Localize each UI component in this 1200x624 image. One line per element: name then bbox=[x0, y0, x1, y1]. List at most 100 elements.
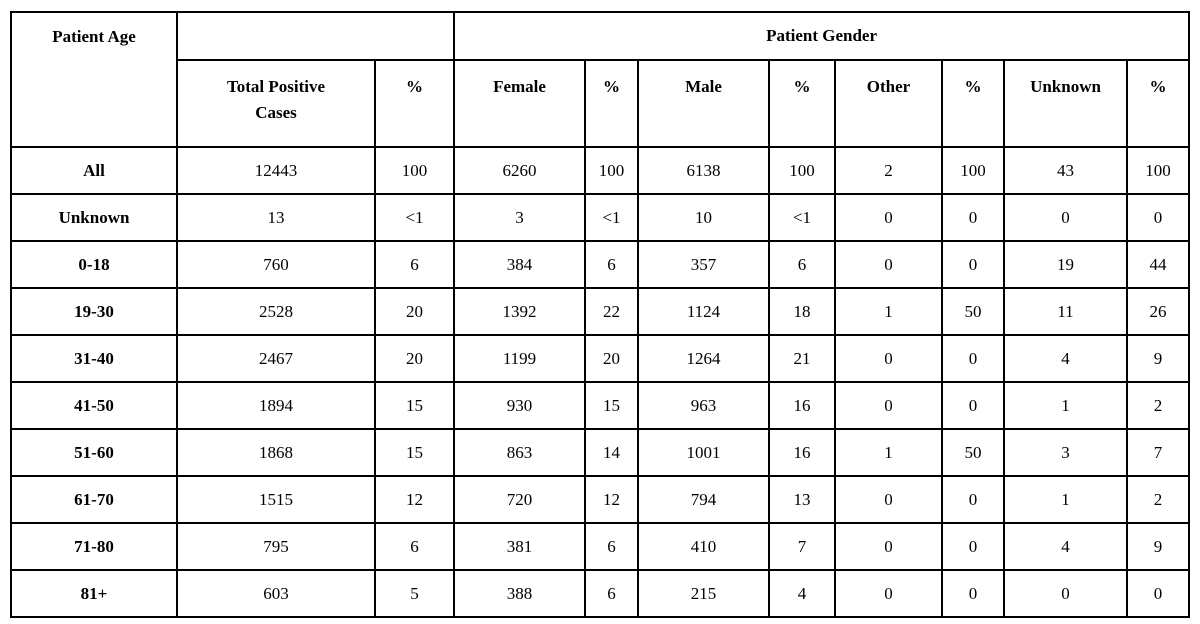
data-cell: 15 bbox=[584, 381, 639, 430]
data-cell: 1 bbox=[834, 287, 943, 336]
data-cell: 6 bbox=[584, 240, 639, 289]
row-header-age: 81+ bbox=[10, 569, 178, 618]
data-cell: 13 bbox=[176, 193, 376, 242]
row-header-age: 41-50 bbox=[10, 381, 178, 430]
data-cell: 100 bbox=[584, 146, 639, 195]
table-row: 81+ 603 5 388 6 215 4 0 0 0 0 bbox=[10, 569, 1191, 618]
data-cell: 50 bbox=[941, 287, 1005, 336]
data-cell: 0 bbox=[941, 569, 1005, 618]
data-cell: 50 bbox=[941, 428, 1005, 477]
data-cell: 0 bbox=[834, 193, 943, 242]
table-row: 71-80 795 6 381 6 410 7 0 0 4 9 bbox=[10, 522, 1191, 571]
col-header-other: Other bbox=[834, 59, 943, 148]
table-row: 0-18 760 6 384 6 357 6 0 0 19 44 bbox=[10, 240, 1191, 289]
data-cell: 12 bbox=[374, 475, 455, 524]
data-cell: 0 bbox=[941, 381, 1005, 430]
data-cell: 20 bbox=[374, 287, 455, 336]
data-cell: 19 bbox=[1003, 240, 1128, 289]
data-cell: 0 bbox=[834, 522, 943, 571]
row-header-age: 71-80 bbox=[10, 522, 178, 571]
data-cell: 0 bbox=[941, 334, 1005, 383]
row-header-age: Unknown bbox=[10, 193, 178, 242]
data-cell: 16 bbox=[768, 428, 836, 477]
data-cell: 930 bbox=[453, 381, 586, 430]
col-header-total-positive-cases-label: Total Positive Cases bbox=[226, 77, 326, 122]
data-cell: 1515 bbox=[176, 475, 376, 524]
data-cell: 100 bbox=[1125, 146, 1191, 195]
data-cell: 0 bbox=[1125, 569, 1191, 618]
data-cell: 6138 bbox=[637, 146, 770, 195]
data-cell: 6260 bbox=[453, 146, 586, 195]
data-cell: 1124 bbox=[637, 287, 770, 336]
data-cell: 6 bbox=[374, 522, 455, 571]
header-row-groups: Patient Age Patient Gender bbox=[10, 11, 1191, 148]
data-cell: 100 bbox=[768, 146, 836, 195]
data-cell: 1 bbox=[834, 428, 943, 477]
data-cell: 1392 bbox=[453, 287, 586, 336]
data-cell: 15 bbox=[374, 381, 455, 430]
data-cell: 11 bbox=[1003, 287, 1128, 336]
data-cell: 963 bbox=[637, 381, 770, 430]
data-cell: 0 bbox=[941, 475, 1005, 524]
table-row: 41-50 1894 15 930 15 963 16 0 0 1 2 bbox=[10, 381, 1191, 430]
row-header-age: 31-40 bbox=[10, 334, 178, 383]
data-cell: 2467 bbox=[176, 334, 376, 383]
data-cell: 863 bbox=[453, 428, 586, 477]
data-cell: 1868 bbox=[176, 428, 376, 477]
col-header-unknown-pct: % bbox=[1125, 59, 1191, 148]
data-cell: 12443 bbox=[176, 146, 376, 195]
data-cell: 4 bbox=[768, 569, 836, 618]
data-cell: 0 bbox=[834, 381, 943, 430]
data-cell: 100 bbox=[374, 146, 455, 195]
data-cell: 2 bbox=[1125, 475, 1191, 524]
data-cell: 7 bbox=[1125, 428, 1191, 477]
data-cell: 794 bbox=[637, 475, 770, 524]
data-cell: 12 bbox=[584, 475, 639, 524]
data-cell: 1894 bbox=[176, 381, 376, 430]
data-cell: 0 bbox=[834, 334, 943, 383]
data-cell: 760 bbox=[176, 240, 376, 289]
data-cell: 2 bbox=[1125, 381, 1191, 430]
data-cell: 16 bbox=[768, 381, 836, 430]
data-cell: 2528 bbox=[176, 287, 376, 336]
data-cell: 0 bbox=[834, 240, 943, 289]
data-cell: 0 bbox=[941, 193, 1005, 242]
data-cell: 720 bbox=[453, 475, 586, 524]
data-cell: 1264 bbox=[637, 334, 770, 383]
col-header-female-pct: % bbox=[584, 59, 639, 148]
data-cell: 1 bbox=[1003, 381, 1128, 430]
data-cell: 14 bbox=[584, 428, 639, 477]
data-cell: 3 bbox=[453, 193, 586, 242]
data-cell: 603 bbox=[176, 569, 376, 618]
data-cell: 10 bbox=[637, 193, 770, 242]
data-cell: 26 bbox=[1125, 287, 1191, 336]
data-cell: 215 bbox=[637, 569, 770, 618]
col-header-patient-gender: Patient Gender bbox=[452, 11, 1191, 61]
data-cell: 20 bbox=[584, 334, 639, 383]
table-body: All 12443 100 6260 100 6138 100 2 100 43 100 Unknow… bbox=[10, 146, 1191, 618]
data-cell: 1001 bbox=[637, 428, 770, 477]
data-cell: 3 bbox=[1003, 428, 1128, 477]
table-row: 31-40 2467 20 1199 20 1264 21 0 0 4 9 bbox=[10, 334, 1191, 383]
data-cell: 0 bbox=[834, 569, 943, 618]
data-cell: <1 bbox=[584, 193, 639, 242]
data-cell: 0 bbox=[1003, 569, 1128, 618]
row-header-age: All bbox=[10, 146, 178, 195]
col-header-total-pct: % bbox=[374, 59, 455, 148]
col-header-female: Female bbox=[453, 59, 586, 148]
data-cell: 0 bbox=[941, 240, 1005, 289]
data-cell: 4 bbox=[1003, 334, 1128, 383]
data-cell: 2 bbox=[834, 146, 943, 195]
data-cell: 0 bbox=[1003, 193, 1128, 242]
table-row: 19-30 2528 20 1392 22 1124 18 1 50 11 26 bbox=[10, 287, 1191, 336]
col-header-total-positive-cases: Total Positive Cases bbox=[176, 59, 376, 148]
data-cell: 43 bbox=[1003, 146, 1128, 195]
data-cell: 9 bbox=[1125, 522, 1191, 571]
data-cell: 357 bbox=[637, 240, 770, 289]
data-cell: <1 bbox=[768, 193, 836, 242]
col-header-male-pct: % bbox=[768, 59, 836, 148]
data-cell: 1 bbox=[1003, 475, 1128, 524]
col-header-empty-group bbox=[176, 11, 455, 61]
data-cell: 0 bbox=[941, 522, 1005, 571]
patient-cases-table: Patient Age Patient Gender Total Positiv… bbox=[10, 11, 1191, 618]
